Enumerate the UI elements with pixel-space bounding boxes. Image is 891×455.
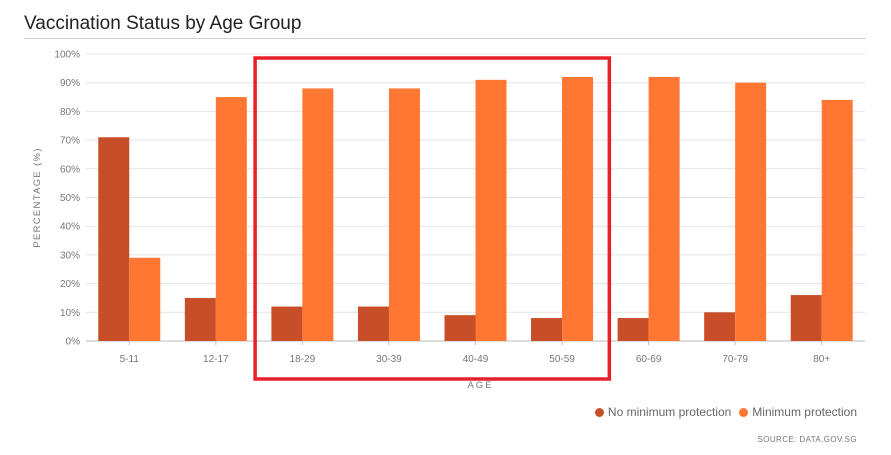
y-tick-label: 80% bbox=[60, 107, 80, 118]
x-tick-label: 40-49 bbox=[463, 354, 489, 365]
legend-label: No minimum protection bbox=[607, 405, 732, 419]
bar bbox=[531, 318, 563, 341]
bar bbox=[388, 88, 420, 341]
bar bbox=[704, 312, 736, 341]
legend-item-protection[interactable]: Minimum protection bbox=[739, 405, 857, 419]
chart-title: Vaccination Status by Age Group bbox=[24, 13, 302, 34]
bar bbox=[98, 137, 130, 341]
y-tick-label: 70% bbox=[60, 136, 80, 147]
source-note: SOURCE: DATA.GOV.SG bbox=[757, 435, 857, 444]
y-tick-label: 0% bbox=[66, 337, 81, 348]
bar bbox=[357, 306, 389, 341]
x-tick-label: 60-69 bbox=[636, 354, 662, 365]
x-axis-title: AGE bbox=[467, 380, 493, 391]
x-tick-label: 80+ bbox=[813, 354, 830, 365]
x-tick-label: 18-29 bbox=[290, 354, 316, 365]
legend: No minimum protection Minimum protection bbox=[594, 405, 857, 419]
bar bbox=[129, 257, 161, 341]
y-tick-label: 100% bbox=[54, 50, 80, 61]
bar bbox=[271, 306, 303, 341]
bar bbox=[617, 318, 649, 341]
bar bbox=[184, 297, 216, 341]
x-tick-label: 12-17 bbox=[203, 354, 229, 365]
bar bbox=[215, 97, 247, 341]
y-tick-label: 50% bbox=[60, 193, 80, 204]
bar bbox=[475, 79, 507, 341]
highlight-box bbox=[253, 56, 612, 381]
legend-dot-icon bbox=[594, 407, 604, 417]
y-tick-label: 90% bbox=[60, 78, 80, 89]
bar bbox=[790, 295, 822, 341]
legend-item-no-protection[interactable]: No minimum protection bbox=[594, 405, 732, 419]
y-tick-label: 60% bbox=[60, 164, 80, 175]
x-tick-label: 5-11 bbox=[120, 354, 140, 365]
legend-label: Minimum protection bbox=[752, 405, 857, 419]
bar bbox=[735, 82, 767, 341]
y-tick-label: 30% bbox=[60, 250, 80, 261]
bar bbox=[821, 99, 853, 341]
bar bbox=[302, 88, 334, 341]
bar-chart: 0% 10% 20% 30% 40% 50% 60% 70% 80% 90% 100% 5-11 12-… bbox=[32, 50, 865, 391]
y-tick-label: 10% bbox=[60, 308, 80, 319]
y-tick-label: 40% bbox=[60, 222, 80, 233]
bar bbox=[648, 76, 680, 342]
bar bbox=[562, 76, 594, 342]
x-tick-label: 70-79 bbox=[722, 354, 748, 365]
x-tick-label: 50-59 bbox=[549, 354, 575, 365]
y-axis-title: PERCENTAGE (%) bbox=[32, 147, 43, 247]
bar bbox=[444, 315, 476, 341]
title-divider bbox=[24, 38, 866, 39]
x-tick-label: 30-39 bbox=[376, 354, 402, 365]
legend-dot-icon bbox=[739, 407, 749, 417]
y-tick-label: 20% bbox=[60, 279, 80, 290]
